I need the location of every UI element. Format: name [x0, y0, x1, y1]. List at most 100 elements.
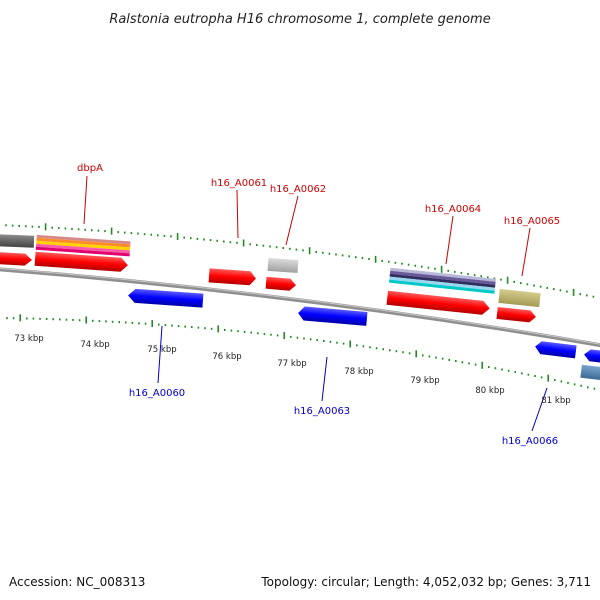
- scale-minor-tick: [190, 237, 192, 240]
- gene-arrow-forward-left[interactable]: [0, 251, 32, 266]
- scale-label-74: 74 kbp: [80, 340, 109, 350]
- scale-minor-tick: [421, 265, 423, 268]
- gene-arrow-h16_A0062[interactable]: [265, 276, 297, 292]
- scale-minor-tick: [163, 234, 166, 237]
- scale-minor-tick: [77, 228, 80, 231]
- gene-arrow-h16_A0065[interactable]: [496, 306, 536, 323]
- scale-minor-tick: [105, 320, 107, 323]
- genome-summary-text: Topology: circular; Length: 4,052,032 bp…: [260, 575, 591, 589]
- label-dbpA[interactable]: dbpA: [77, 163, 103, 174]
- scale-minor-tick: [276, 334, 279, 337]
- scale-minor-tick: [84, 228, 86, 231]
- gene-arrow-h16_A0063[interactable]: [298, 306, 368, 326]
- scale-minor-tick: [229, 241, 232, 244]
- scale-minor-tick: [388, 260, 390, 263]
- scale-minor-tick: [210, 327, 213, 330]
- scale-minor-tick: [441, 357, 444, 360]
- scale-minor-tick: [157, 234, 159, 237]
- scale-minor-tick: [164, 324, 167, 327]
- scale-minor-tick: [322, 251, 324, 254]
- gene-arrow-h16_A0060[interactable]: [128, 288, 204, 308]
- scale-minor-tick: [171, 324, 173, 327]
- scale-major-tick: [217, 325, 219, 333]
- scale-minor-tick: [520, 282, 522, 285]
- scale-minor-tick: [554, 379, 556, 382]
- gene-arrow-dbpA[interactable]: [34, 251, 129, 272]
- scale-minor-tick: [309, 338, 312, 341]
- scale-minor-tick: [204, 327, 206, 330]
- scale-minor-tick: [356, 344, 358, 347]
- gene-arrow-right-edge[interactable]: [583, 349, 600, 364]
- scale-minor-tick: [39, 317, 41, 320]
- label-h16_A0066[interactable]: h16_A0066: [502, 436, 558, 447]
- scale-minor-tick: [216, 239, 218, 242]
- scale-minor-tick: [31, 225, 34, 228]
- scale-minor-tick: [52, 318, 54, 321]
- scale-minor-tick: [448, 358, 450, 361]
- label-h16_A0060[interactable]: h16_A0060: [129, 388, 185, 399]
- scale-minor-tick: [71, 227, 73, 230]
- scale-minor-tick: [593, 387, 596, 390]
- scale-minor-tick: [26, 317, 28, 320]
- scale-label-81: 81 kbp: [541, 396, 570, 406]
- gene-steel-right-edge[interactable]: [580, 364, 600, 381]
- gene-arrow-h16_A0066[interactable]: [534, 340, 577, 359]
- scale-major-tick: [85, 316, 87, 324]
- scale-minor-tick: [527, 373, 530, 376]
- gene-arrow-h16_A0061[interactable]: [208, 268, 257, 286]
- scale-minor-tick: [92, 319, 94, 322]
- leader-h16_A0062: [285, 195, 299, 246]
- gene-upper-grey-left[interactable]: [0, 234, 35, 248]
- scale-minor-tick: [428, 355, 431, 358]
- scale-minor-tick: [236, 241, 238, 244]
- gene-h16_A0062-feature[interactable]: [267, 257, 299, 274]
- label-h16_A0062[interactable]: h16_A0062: [270, 184, 326, 195]
- genome-backbone-highlight: [0, 267, 600, 345]
- gene-h16_A0065-feature[interactable]: [498, 288, 541, 308]
- scale-label-80: 80 kbp: [475, 386, 504, 396]
- scale-minor-tick: [137, 232, 139, 235]
- scale-minor-tick: [375, 347, 378, 350]
- scale-minor-tick: [447, 269, 449, 272]
- scale-minor-tick: [315, 251, 317, 253]
- scale-minor-tick: [461, 361, 464, 364]
- leader-dbpA: [83, 175, 88, 225]
- label-h16_A0061[interactable]: h16_A0061: [211, 178, 267, 189]
- accession-text: Accession: NC_008313: [9, 575, 145, 589]
- scale-major-tick: [547, 374, 549, 382]
- scale-minor-tick: [460, 272, 463, 274]
- scale-major-tick: [440, 265, 443, 273]
- scale-minor-tick: [434, 267, 436, 270]
- scale-minor-tick: [270, 333, 272, 336]
- scale-minor-tick: [480, 275, 482, 278]
- scale-minor-tick: [381, 259, 383, 262]
- scale-minor-tick: [407, 263, 410, 266]
- scale-minor-tick: [184, 325, 186, 328]
- scale-major-tick: [572, 288, 575, 296]
- gene-h16_A0064-feature-stack[interactable]: [388, 267, 496, 294]
- scale-minor-tick: [144, 322, 147, 325]
- scale-minor-tick: [395, 350, 398, 353]
- leader-h16_A0063: [321, 356, 328, 402]
- scale-minor-tick: [282, 247, 284, 249]
- label-h16_A0064[interactable]: h16_A0064: [425, 204, 481, 215]
- scale-minor-tick: [513, 280, 515, 283]
- scale-minor-tick: [488, 366, 490, 368]
- scale-minor-tick: [454, 270, 456, 273]
- scale-minor-tick: [540, 376, 543, 379]
- scale-minor-tick: [263, 333, 266, 335]
- label-h16_A0063[interactable]: h16_A0063: [294, 406, 350, 417]
- scale-minor-tick: [587, 386, 589, 389]
- scale-minor-tick: [59, 318, 61, 321]
- scale-minor-tick: [394, 261, 397, 264]
- scale-major-tick: [176, 233, 179, 240]
- scale-minor-tick: [5, 224, 7, 227]
- scale-label-79: 79 kbp: [410, 376, 439, 386]
- leader-h16_A0064: [445, 215, 454, 265]
- gene-dbpA-feature-stack[interactable]: [35, 234, 131, 257]
- scale-minor-tick: [51, 226, 53, 229]
- scale-minor-tick: [500, 278, 502, 281]
- gene-arrow-h16_A0064[interactable]: [386, 290, 491, 316]
- scale-minor-tick: [32, 317, 35, 320]
- label-h16_A0065[interactable]: h16_A0065: [504, 216, 560, 227]
